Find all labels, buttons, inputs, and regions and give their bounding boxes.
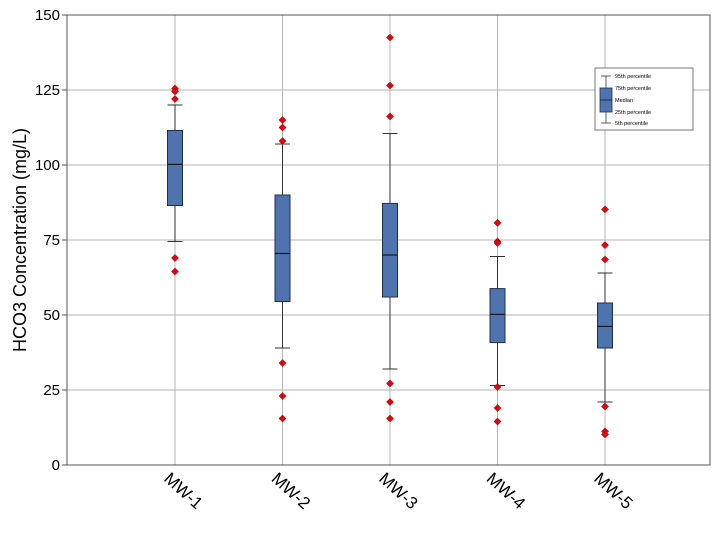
box-plot-MW-4 (489, 218, 506, 426)
legend-label: 75th percentile (615, 86, 651, 92)
x-category-label: MW-2 (268, 469, 314, 513)
box-plot-MW-3 (382, 33, 398, 423)
outlier-point (171, 95, 179, 103)
y-tick-label: 125 (35, 82, 60, 99)
x-category-label: MW-4 (483, 469, 529, 513)
outlier-point (493, 404, 502, 412)
box-plot-MW-1 (167, 84, 183, 276)
outlier-point (601, 430, 609, 439)
x-axis-labels: MW-1 MW-2 MW-3 MW-4 MW-5 (160, 469, 636, 513)
y-tick-label: 0 (52, 457, 60, 474)
legend-box-glyph (599, 75, 613, 124)
outlier-point (493, 218, 502, 227)
x-category-label: MW-3 (375, 469, 421, 513)
legend-label: 5th percentile (615, 121, 648, 127)
outlier-point (278, 137, 287, 145)
y-tick-label: 150 (35, 7, 60, 24)
y-tick-label: 25 (43, 382, 60, 399)
outlier-point (601, 255, 609, 264)
legend-label: Median (615, 98, 633, 104)
legend: 95th percentile 75th percentile Median 25th… (594, 67, 694, 131)
iqr-box (167, 130, 183, 206)
box-plot-MW-2 (274, 116, 291, 423)
outlier-point (601, 241, 609, 250)
iqr-box (274, 194, 291, 302)
outlier-point (493, 383, 502, 391)
y-tick-label: 50 (43, 307, 60, 324)
outlier-point (278, 116, 287, 124)
y-axis-title: HCO3 Concentration (mg/L) (10, 128, 30, 352)
iqr-box (382, 202, 398, 298)
iqr-box (489, 288, 506, 344)
outlier-point (386, 81, 394, 90)
x-category-label: MW-5 (590, 469, 636, 513)
outlier-point (386, 33, 394, 42)
outlier-point (386, 414, 394, 423)
legend-labels: 95th percentile 75th percentile Median 25th… (615, 74, 651, 127)
outlier-point (601, 402, 609, 411)
y-axis-ticks: 0 25 50 75 100 125 150 (35, 7, 67, 474)
outlier-point (493, 239, 502, 247)
outlier-point (278, 123, 287, 132)
box-plots (167, 33, 613, 439)
outlier-point (601, 205, 609, 214)
legend-label: 25th percentile (615, 110, 651, 116)
legend-label: 95th percentile (615, 74, 651, 80)
y-tick-label: 100 (35, 157, 60, 174)
box-plot-MW-5 (597, 205, 613, 439)
outlier-point (493, 417, 502, 426)
outlier-point (386, 398, 394, 406)
x-category-label: MW-1 (160, 469, 206, 513)
outlier-point (171, 254, 179, 262)
y-tick-label: 75 (43, 232, 60, 249)
outlier-point (278, 414, 287, 423)
outlier-point (171, 267, 179, 276)
outlier-point (386, 112, 394, 121)
iqr-box (597, 302, 613, 349)
outlier-point (278, 392, 287, 400)
outlier-point (278, 359, 287, 367)
outlier-point (386, 379, 394, 388)
